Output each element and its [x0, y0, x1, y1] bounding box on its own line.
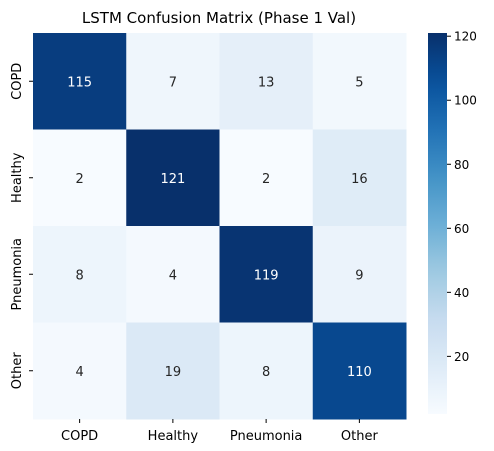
- cell-value-label: 2: [75, 172, 83, 187]
- heatmap-cell: [312, 33, 407, 130]
- cell-value-label: 16: [351, 172, 368, 187]
- cell-value-label: 115: [67, 75, 92, 90]
- y-tick-label: COPD: [10, 63, 25, 100]
- heatmap-grid: 115 7 13 5 2 121 2 16 8 4 119 9 4 19 8 110: [33, 33, 407, 420]
- colorbar-tick-label: 80: [454, 158, 469, 172]
- cell-value-label: 121: [160, 172, 185, 187]
- heatmap-cell: [219, 226, 314, 323]
- heatmap-cell: [219, 33, 314, 130]
- cell-value-label: 2: [262, 172, 270, 187]
- cell-value-label: 119: [254, 268, 279, 283]
- cell-value-label: 110: [347, 365, 372, 380]
- heatmap-cell: [126, 33, 220, 130]
- y-tick-label: Other: [10, 352, 25, 390]
- heatmap-cell: [126, 129, 220, 227]
- heatmap-cell: [312, 322, 407, 420]
- heatmap-cell: [219, 322, 314, 420]
- y-tick-label: Pneumonia: [10, 238, 25, 311]
- y-tick-label: Healthy: [10, 152, 25, 203]
- cell-value-label: 5: [355, 75, 363, 90]
- heatmap-cell: [126, 226, 220, 323]
- cell-value-label: 4: [169, 268, 177, 283]
- x-tick-label: COPD: [61, 429, 98, 444]
- colorbar-tick-label: 40: [454, 286, 469, 300]
- cell-value-label: 9: [355, 268, 363, 283]
- colorbar-gradient: [428, 33, 447, 414]
- heatmap-cell: [312, 129, 407, 227]
- heatmap-cell: [33, 226, 127, 323]
- cell-value-label: 19: [165, 365, 182, 380]
- heatmap-cell: [33, 33, 127, 130]
- heatmap-cell: [219, 129, 314, 227]
- cell-value-label: 7: [169, 75, 177, 90]
- colorbar-tick-label: 100: [454, 94, 477, 108]
- heatmap-cell: [312, 226, 407, 323]
- cell-value-label: 8: [262, 365, 270, 380]
- colorbar-tick-label: 20: [454, 350, 469, 364]
- cell-value-label: 8: [75, 268, 83, 283]
- x-tick-label: Other: [341, 429, 379, 444]
- cell-value-label: 13: [258, 75, 275, 90]
- x-tick-label: Pneumonia: [230, 429, 303, 444]
- x-axis: COPD Healthy Pneumonia Other: [61, 419, 378, 444]
- cell-value-label: 4: [75, 365, 83, 380]
- y-axis: COPD Healthy Pneumonia Other: [10, 63, 33, 390]
- chart-title: LSTM Confusion Matrix (Phase 1 Val): [82, 9, 356, 27]
- heatmap-cell: [33, 129, 127, 227]
- colorbar-tick-label: 60: [454, 222, 469, 236]
- heatmap-cell: [33, 322, 127, 420]
- x-tick-label: Healthy: [148, 429, 199, 444]
- heatmap-cell: [126, 322, 220, 420]
- colorbar: 20 40 60 80 100 120: [428, 30, 477, 414]
- colorbar-tick-label: 120: [454, 30, 477, 44]
